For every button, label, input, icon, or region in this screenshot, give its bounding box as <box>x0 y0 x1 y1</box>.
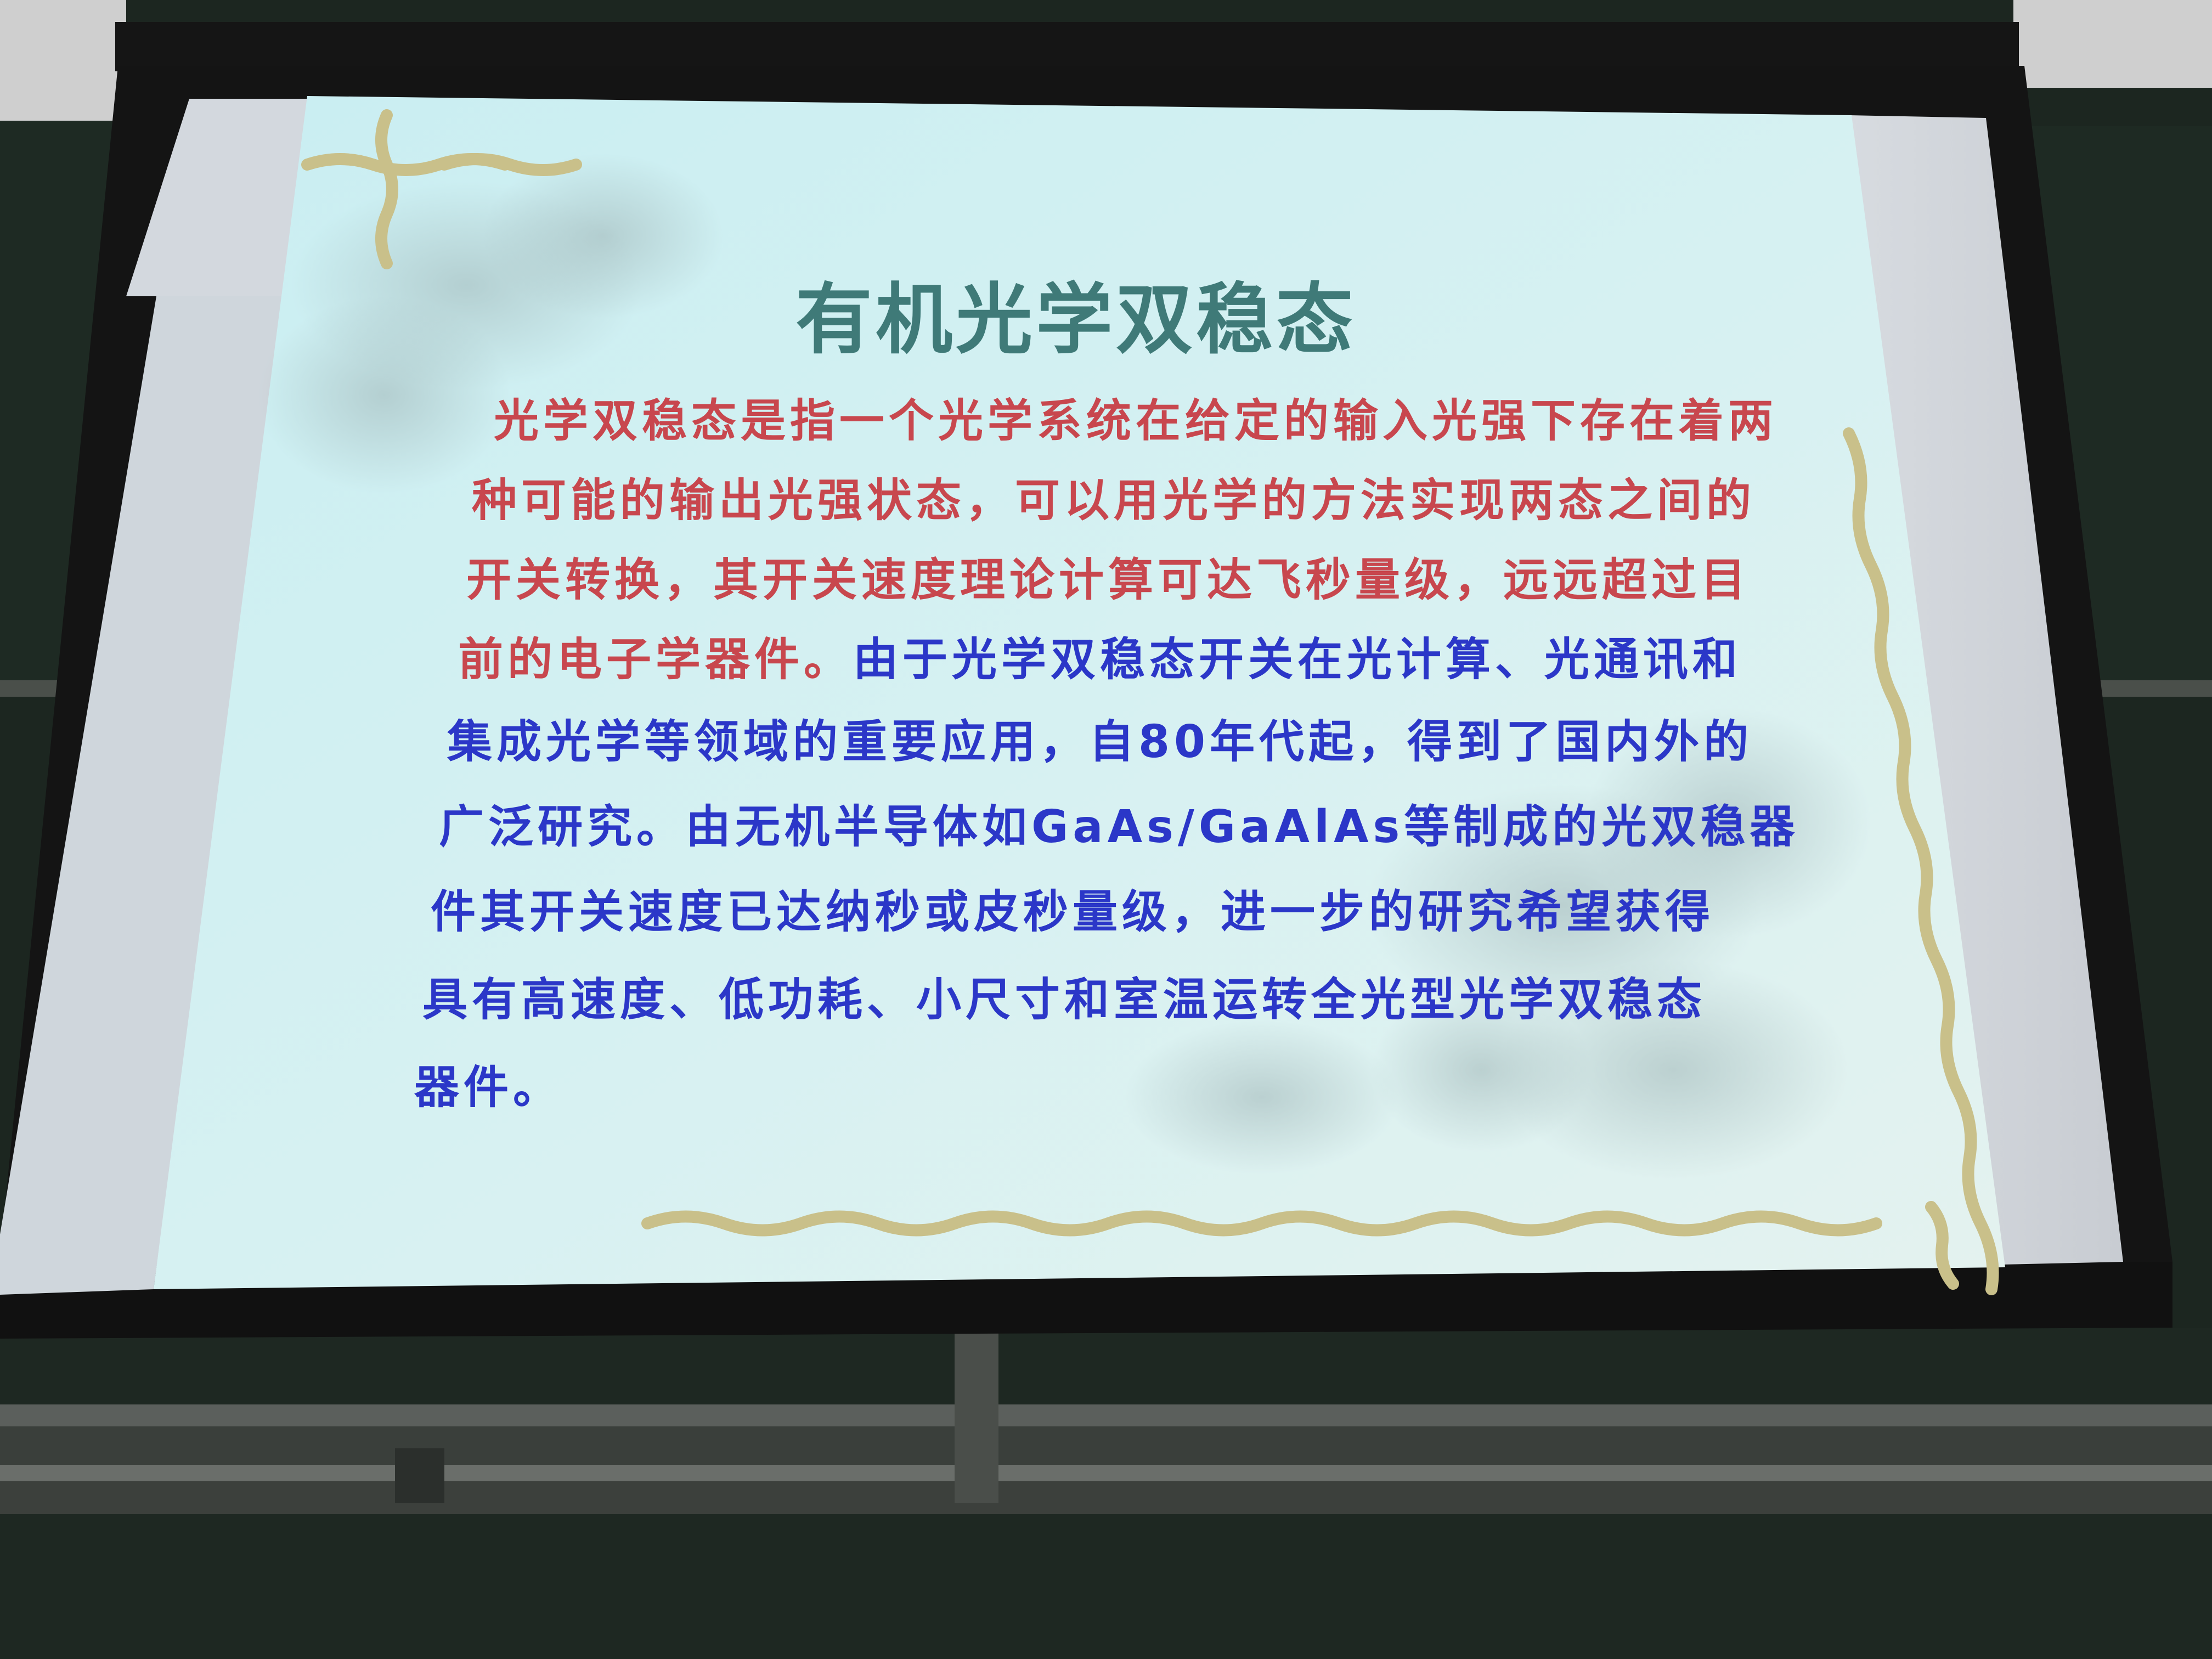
screen-left-margin <box>0 99 313 1295</box>
body-line-7: 件其开关速度已达纳秒或皮秒量级，进一步的研究希望获得 <box>431 886 1715 938</box>
border-ornament <box>301 109 1999 1295</box>
body-line-3: 开关转换，其开关速度理论计算可达飞秒量级，远远超过目 <box>466 554 1751 606</box>
body-line-8: 具有高速度、低功耗、小尺寸和室温运转全光型光学双稳态 <box>422 974 1707 1026</box>
body-line-5: 集成光学等领域的重要应用，自80年代起，得到了国内外的 <box>447 716 1753 768</box>
wall-top-right <box>2013 0 2212 88</box>
body-line-6: 广泛研究。由无机半导体如GaAs/GaAlAs等制成的光双稳器 <box>439 801 1799 853</box>
body-line-1: 光学双稳态是指一个光学系统在给定的输入光强下存在着两 <box>494 395 1778 447</box>
body-line-9: 器件。 <box>414 1062 563 1114</box>
screen-right-margin <box>1849 115 2123 1265</box>
wall-top-left <box>0 0 126 126</box>
body-line-4-red: 前的电子学器件。 <box>458 634 854 686</box>
body-line-4: 前的电子学器件。由于光学双稳态开关在光计算、光通讯和 <box>458 623 1742 688</box>
body-line-2: 种可能的输出光强状态，可以用光学的方法实现两态之间的 <box>472 475 1756 527</box>
body-line-4-blue: 由于光学双稳态开关在光计算、光通讯和 <box>853 634 1742 686</box>
slide-title: 有机光学双稳态 <box>795 275 1357 365</box>
screen-casing <box>115 22 2019 71</box>
